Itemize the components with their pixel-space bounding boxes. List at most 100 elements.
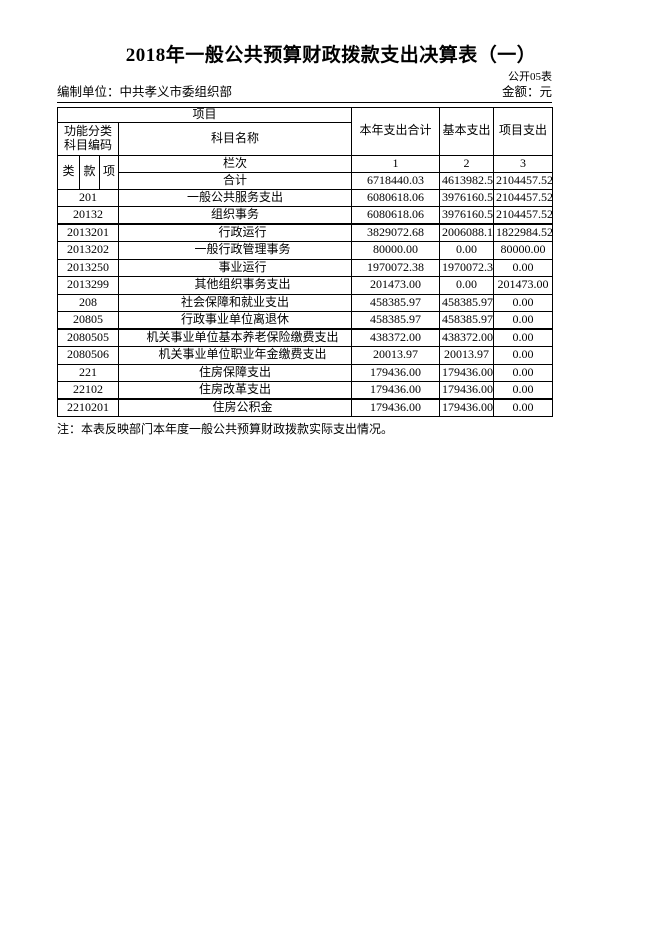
row-project: 201473.00 <box>493 276 554 295</box>
row-project: 0.00 <box>493 293 554 313</box>
row-project: 0.00 <box>493 258 554 278</box>
row-total: 458385.97 <box>351 293 441 313</box>
table-row: 2013299 其他组织事务支出 201473.00 0.00 201473.0… <box>57 276 554 295</box>
row-name: 行政运行 <box>117 223 353 243</box>
row-code: 2013299 <box>57 276 119 295</box>
row-code: 2013201 <box>57 223 119 243</box>
row-total: 179436.00 <box>351 363 441 383</box>
row-project: 0.00 <box>493 311 554 330</box>
row-name: 事业运行 <box>117 258 353 278</box>
row-basic: 438372.00 <box>439 328 495 348</box>
row-project: 0.00 <box>493 381 554 400</box>
row-name: 一般行政管理事务 <box>117 241 353 260</box>
row-project: 1822984.52 <box>493 223 554 243</box>
meta-row: 编制单位：中共孝义市委组织部 金额：元 <box>57 85 552 103</box>
row-name: 住房保障支出 <box>117 363 353 383</box>
doc-title: 2018年一般公共预算财政拨款支出决算表（一） <box>125 45 537 66</box>
row-total: 458385.97 <box>351 311 441 330</box>
header-col-basic: 基本支出 <box>439 106 495 156</box>
row-basic: 458385.97 <box>439 293 495 313</box>
col-index-3: 3 <box>493 154 554 173</box>
table-row: 2013202 一般行政管理事务 80000.00 0.00 80000.00 <box>57 241 554 260</box>
col-index-1: 1 <box>351 154 441 173</box>
row-code: 20132 <box>57 206 119 225</box>
prepared-by-label: 编制单位：中共孝义市委组织部 <box>57 84 233 99</box>
row-code: 208 <box>57 293 119 313</box>
row-name: 一般公共服务支出 <box>117 188 353 208</box>
row-code: 2013250 <box>57 258 119 278</box>
row-basic: 20013.97 <box>439 346 495 365</box>
row-total: 20013.97 <box>351 346 441 365</box>
table-row: 201 一般公共服务支出 6080618.06 3976160.54 21044… <box>57 188 554 208</box>
total-row-label: 合计 <box>117 171 353 190</box>
row-project: 2104457.52 <box>493 206 554 225</box>
row-project: 0.00 <box>493 363 554 383</box>
table-row: 221 住房保障支出 179436.00 179436.00 0.00 <box>57 363 554 383</box>
row-name: 其他组织事务支出 <box>117 276 353 295</box>
row-basic: 3976160.54 <box>439 206 495 225</box>
total-row-total: 6718440.03 <box>351 171 441 190</box>
header-col-project: 项目支出 <box>493 106 554 156</box>
row-project: 80000.00 <box>493 241 554 260</box>
table-code-label: 公开05表 <box>508 70 552 83</box>
row-basic: 179436.00 <box>439 398 495 418</box>
amount-unit-label: 金额：元 <box>501 84 552 99</box>
row-total: 6080618.06 <box>351 206 441 225</box>
total-row: 合计 6718440.03 4613982.51 2104457.52 <box>58 171 554 190</box>
row-basic: 179436.00 <box>439 381 495 400</box>
row-total: 201473.00 <box>351 276 441 295</box>
header-func-code: 功能分类科目编码 <box>57 121 119 156</box>
header-class: 类 <box>57 154 80 190</box>
table-row: 22102 住房改革支出 179436.00 179436.00 0.00 <box>57 381 554 400</box>
row-code: 201 <box>57 188 119 208</box>
table-row: 20132 组织事务 6080618.06 3976160.54 2104457… <box>57 206 554 225</box>
footnote: 注：本表反映部门本年度一般公共预算财政拨款实际支出情况。 <box>57 422 394 437</box>
row-name: 住房公积金 <box>117 398 353 418</box>
row-code: 221 <box>57 363 119 383</box>
row-code: 2080505 <box>57 328 119 348</box>
row-code: 2210201 <box>57 398 119 418</box>
table-row: 2013201 行政运行 3829072.68 2006088.16 18229… <box>57 223 554 243</box>
row-project: 0.00 <box>493 346 554 365</box>
table-row: 2013250 事业运行 1970072.38 1970072.38 0.00 <box>57 258 554 278</box>
row-total: 80000.00 <box>351 241 441 260</box>
table-row: 20805 行政事业单位离退休 458385.97 458385.97 0.00 <box>57 311 554 330</box>
table-row: 2080506 机关事业单位职业年金缴费支出 20013.97 20013.97… <box>57 346 554 365</box>
row-project: 0.00 <box>493 398 554 418</box>
col-index-2: 2 <box>439 154 495 173</box>
row-basic: 3976160.54 <box>439 188 495 208</box>
header-subject-name: 科目名称 <box>117 121 353 156</box>
expenditure-table: 项目 本年支出合计 基本支出 项目支出 功能分类科目编码 科目名称 类 款 项 … <box>56 106 554 418</box>
row-name: 社会保障和就业支出 <box>117 293 353 313</box>
row-name: 行政事业单位离退休 <box>117 311 353 330</box>
header-section: 款 <box>79 154 100 190</box>
header-item: 项 <box>99 154 119 190</box>
header-project: 项目 <box>56 106 353 123</box>
row-code: 2013202 <box>57 241 119 260</box>
row-basic: 458385.97 <box>439 311 495 330</box>
total-row-project: 2104457.52 <box>493 171 554 190</box>
row-basic: 0.00 <box>439 276 495 295</box>
row-basic: 1970072.38 <box>439 258 495 278</box>
row-total: 179436.00 <box>351 381 441 400</box>
row-name: 机关事业单位基本养老保险缴费支出 <box>117 328 353 348</box>
table-row: 2210201 住房公积金 179436.00 179436.00 0.00 <box>57 398 554 418</box>
row-project: 0.00 <box>493 328 554 348</box>
row-project: 2104457.52 <box>493 188 554 208</box>
header-lanci: 栏次 <box>117 154 353 173</box>
row-total: 179436.00 <box>351 398 441 418</box>
row-total: 438372.00 <box>351 328 441 348</box>
row-basic: 0.00 <box>439 241 495 260</box>
total-row-basic: 4613982.51 <box>439 171 495 190</box>
row-basic: 2006088.16 <box>439 223 495 243</box>
row-code: 20805 <box>57 311 119 330</box>
table-row: 208 社会保障和就业支出 458385.97 458385.97 0.00 <box>57 293 554 313</box>
row-total: 6080618.06 <box>351 188 441 208</box>
row-name: 组织事务 <box>117 206 353 225</box>
row-basic: 179436.00 <box>439 363 495 383</box>
row-code: 22102 <box>57 381 119 400</box>
document-frame: 公开05表 编制单位：中共孝义市委组织部 金额：元 项目 本年支出合计 基本支出… <box>56 70 554 437</box>
row-name: 机关事业单位职业年金缴费支出 <box>117 346 353 365</box>
row-total: 3829072.68 <box>351 223 441 243</box>
row-code: 2080506 <box>57 346 119 365</box>
